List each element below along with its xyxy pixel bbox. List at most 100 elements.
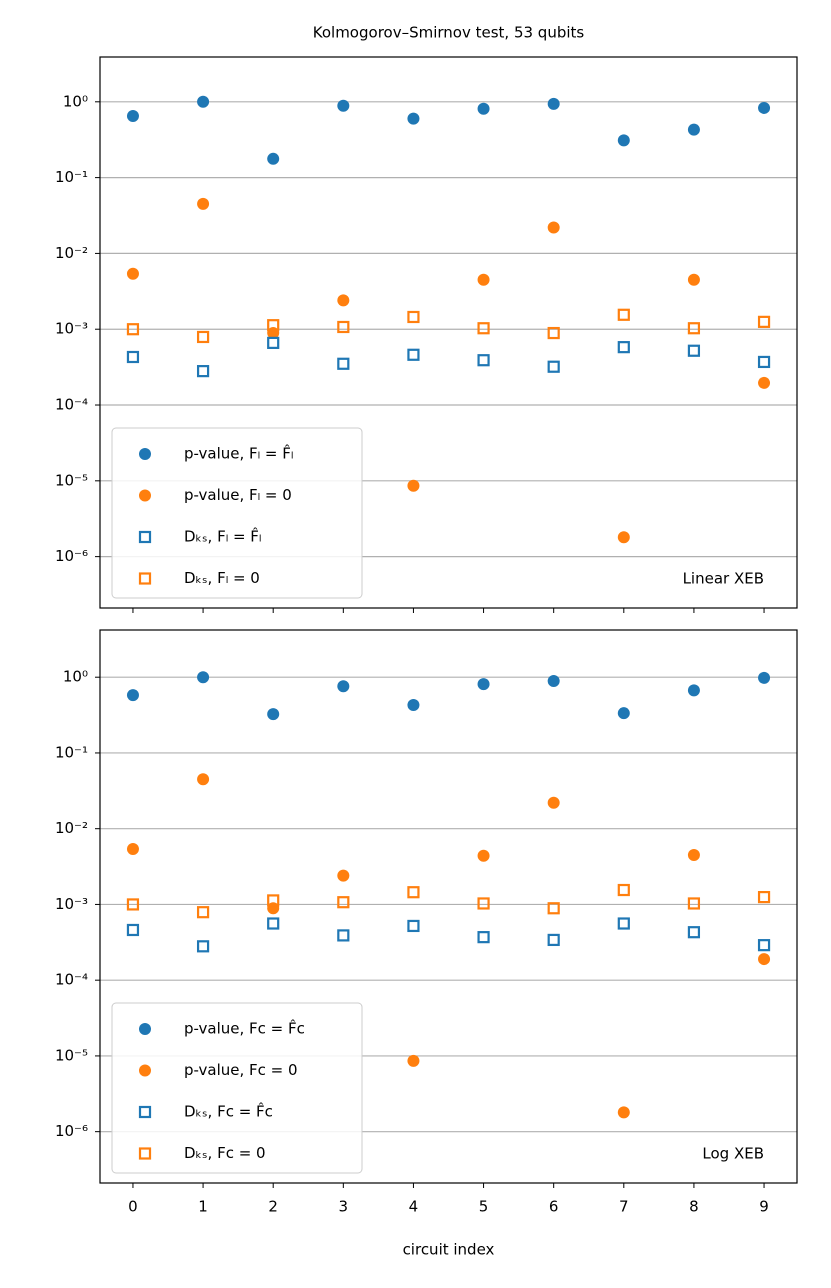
marker xyxy=(687,322,701,335)
marker xyxy=(617,531,630,544)
marker xyxy=(757,890,771,904)
legend-marker xyxy=(139,1023,151,1035)
y-tick-label: 10⁻³ xyxy=(55,320,88,338)
marker xyxy=(197,95,210,108)
legend-marker xyxy=(139,1064,151,1077)
marker xyxy=(547,221,560,234)
legend-marker xyxy=(138,1105,152,1119)
y-tick-label: 10⁻⁵ xyxy=(55,1046,88,1064)
marker xyxy=(757,315,771,328)
legend-box xyxy=(111,427,363,599)
marker xyxy=(337,869,350,882)
marker xyxy=(687,897,701,910)
marker xyxy=(617,341,630,354)
marker xyxy=(407,348,420,361)
marker xyxy=(267,708,280,721)
legend-label: Dₖₛ, Fₗ = F̂ₗ xyxy=(184,527,261,546)
marker xyxy=(337,680,350,693)
x-tick-label: 0 xyxy=(128,1198,138,1216)
marker xyxy=(547,326,560,340)
marker xyxy=(687,848,700,861)
legend-label: p-value, Fₗ = F̂ₗ xyxy=(184,444,293,463)
y-tick-label: 10⁻⁵ xyxy=(55,471,88,489)
marker xyxy=(477,322,490,335)
marker xyxy=(758,671,771,684)
marker xyxy=(337,929,350,942)
marker xyxy=(617,917,630,930)
marker xyxy=(407,112,420,125)
y-tick-label: 10⁻² xyxy=(55,819,88,837)
x-tick-label: 5 xyxy=(479,1198,489,1216)
y-tick-label: 10⁻⁶ xyxy=(55,547,88,565)
axes-frame xyxy=(99,629,798,1184)
marker xyxy=(197,671,210,684)
y-tick-label: 10⁻¹ xyxy=(55,168,88,186)
x-tick-label: 1 xyxy=(198,1198,208,1216)
legend-label: p-value, Fc = F̂c xyxy=(184,1019,305,1038)
legend-marker xyxy=(139,448,151,460)
marker xyxy=(126,842,139,855)
marker xyxy=(196,906,210,919)
marker xyxy=(196,365,210,378)
marker xyxy=(477,678,490,691)
legend-marker xyxy=(139,489,151,502)
marker xyxy=(267,336,280,349)
chart-title: Kolmogorov–Smirnov test, 53 qubits xyxy=(313,24,585,42)
marker xyxy=(617,707,630,720)
marker xyxy=(547,796,560,809)
marker xyxy=(337,357,350,370)
x-tick-label: 9 xyxy=(759,1198,769,1216)
marker xyxy=(617,1106,630,1119)
marker xyxy=(758,953,771,966)
marker xyxy=(126,898,140,911)
y-tick-label: 10⁰ xyxy=(63,92,88,110)
marker xyxy=(758,376,771,389)
marker xyxy=(757,939,771,952)
marker xyxy=(547,360,560,373)
y-tick-label: 10⁻⁶ xyxy=(55,1122,88,1140)
legend-label: Dₖₛ, Fc = F̂c xyxy=(184,1102,273,1121)
marker xyxy=(687,273,700,286)
marker xyxy=(477,849,490,862)
marker xyxy=(687,926,701,939)
y-tick-label: 10⁻⁴ xyxy=(55,396,88,414)
marker xyxy=(617,134,630,147)
x-tick-label: 2 xyxy=(268,1198,278,1216)
marker xyxy=(197,773,210,786)
x-tick-label: 3 xyxy=(339,1198,349,1216)
marker xyxy=(407,1054,420,1067)
marker xyxy=(337,896,350,909)
y-tick-label: 10⁻¹ xyxy=(55,743,88,761)
legend-label: Dₖₛ, Fc = 0 xyxy=(184,1144,266,1162)
marker xyxy=(547,933,560,947)
marker xyxy=(547,675,560,688)
marker xyxy=(617,308,630,321)
marker xyxy=(267,152,280,165)
marker xyxy=(687,344,701,357)
marker xyxy=(407,919,420,933)
legend-label: p-value, Fc = 0 xyxy=(184,1061,298,1079)
legend-marker xyxy=(138,572,152,585)
marker xyxy=(687,123,700,136)
marker xyxy=(757,355,771,369)
legend-marker xyxy=(138,1147,152,1160)
marker xyxy=(337,99,350,112)
marker xyxy=(197,197,210,210)
marker xyxy=(267,917,280,930)
x-tick-label: 8 xyxy=(689,1198,699,1216)
legend-label: Dₖₛ, Fₗ = 0 xyxy=(184,569,260,587)
marker xyxy=(267,319,280,332)
marker xyxy=(407,698,420,711)
x-axis-label: circuit index xyxy=(403,1241,495,1259)
marker xyxy=(407,310,420,324)
marker xyxy=(477,354,490,367)
marker xyxy=(126,689,139,702)
marker xyxy=(196,330,210,344)
marker xyxy=(477,273,490,286)
marker xyxy=(477,931,490,944)
y-tick-label: 10⁰ xyxy=(63,668,88,686)
marker xyxy=(617,883,630,897)
marker xyxy=(126,109,139,122)
x-tick-label: 6 xyxy=(549,1198,559,1216)
